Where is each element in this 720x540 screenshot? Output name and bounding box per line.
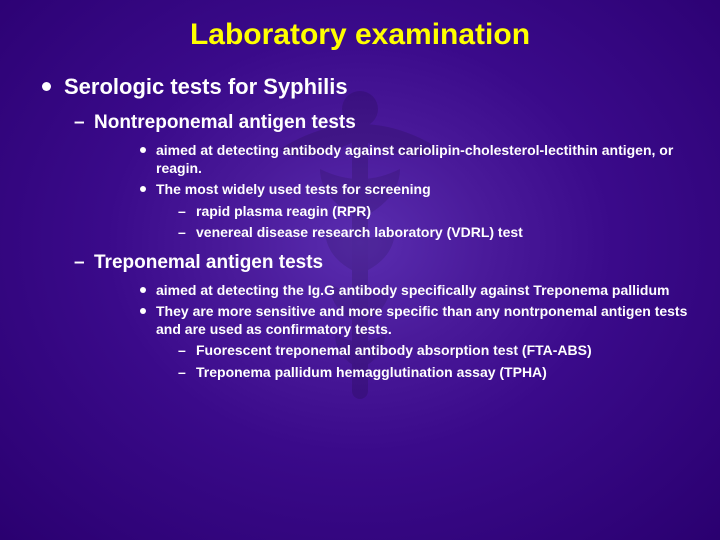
bullet-l3: aimed at detecting antibody against cari…: [140, 142, 690, 177]
bullet-l4: Fuorescent treponemal antibody absorptio…: [178, 342, 690, 360]
bullet-l3: The most widely used tests for screening: [140, 181, 690, 199]
slide-content: Laboratory examination Serologic tests f…: [0, 0, 720, 405]
bullet-l4: Treponema pallidum hemagglutination assa…: [178, 364, 690, 382]
bullet-l2-treponemal: Treponemal antigen tests: [74, 252, 690, 274]
bullet-l1-serologic: Serologic tests for Syphilis: [42, 74, 690, 100]
bullet-l3: They are more sensitive and more specifi…: [140, 303, 690, 338]
bullet-l2-nontreponemal: Nontreponemal antigen tests: [74, 112, 690, 134]
slide-title: Laboratory examination: [30, 18, 690, 52]
bullet-l4: venereal disease research laboratory (VD…: [178, 224, 690, 242]
bullet-l3: aimed at detecting the Ig.G antibody spe…: [140, 282, 690, 300]
bullet-l4: rapid plasma reagin (RPR): [178, 203, 690, 221]
